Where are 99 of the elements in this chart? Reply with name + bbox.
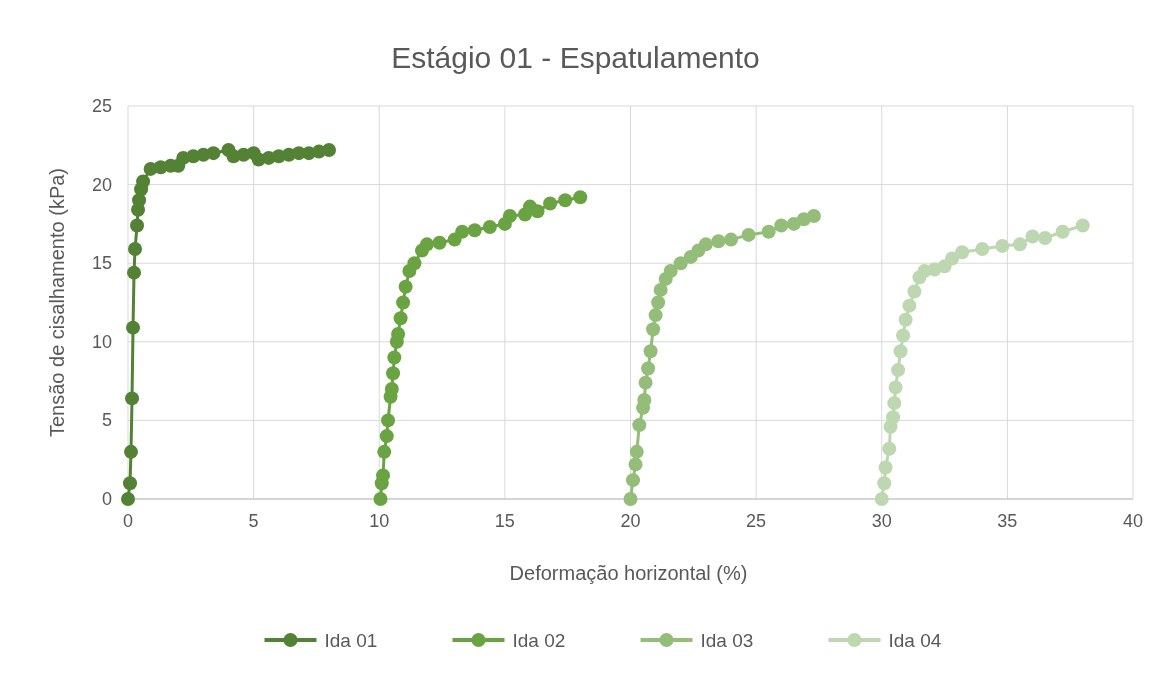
point: [646, 322, 661, 337]
point: [887, 396, 902, 411]
point: [774, 218, 789, 233]
point: [543, 196, 558, 211]
point: [128, 242, 143, 257]
point: [373, 492, 388, 506]
y-tick-label: 10: [91, 331, 112, 352]
point: [1025, 229, 1040, 244]
point: [419, 237, 434, 252]
x-tick-label: 40: [1122, 511, 1144, 531]
point: [558, 193, 573, 208]
point: [724, 232, 738, 247]
y-tick-label: 15: [91, 253, 112, 274]
x-tick-label: 25: [746, 511, 767, 531]
point: [396, 295, 411, 310]
point: [391, 326, 406, 341]
point: [573, 190, 588, 205]
point: [995, 238, 1010, 253]
legend-label: Ida 01: [324, 630, 378, 651]
x-tick-label: 5: [248, 511, 259, 531]
point: [643, 344, 658, 359]
x-tick-label: 0: [122, 511, 134, 531]
y-axis-title: Tensão de cisalhamento (kPa): [46, 167, 68, 438]
point: [711, 234, 726, 249]
y-tick-label: 5: [101, 410, 112, 431]
x-tick-label: 10: [369, 511, 390, 531]
point: [907, 284, 922, 299]
point: [125, 391, 140, 406]
y-tick-label: 0: [101, 489, 112, 509]
point: [653, 282, 668, 297]
point: [629, 444, 644, 459]
point: [741, 227, 756, 242]
point: [386, 366, 401, 381]
y-tick-label: 20: [91, 174, 112, 195]
point: [206, 146, 221, 161]
point: [130, 218, 145, 233]
point: [877, 476, 892, 491]
point: [381, 413, 396, 428]
point: [127, 265, 142, 280]
point: [467, 223, 482, 238]
x-tick-label: 35: [997, 511, 1018, 531]
point: [121, 492, 135, 506]
point: [638, 375, 653, 390]
point: [126, 320, 141, 335]
x-tick-label: 20: [620, 511, 641, 531]
point: [379, 429, 394, 444]
chart-title: Estágio 01 - Espatulamento: [391, 41, 760, 74]
point: [1012, 237, 1027, 252]
y-tick-label: 25: [91, 96, 112, 116]
point: [322, 143, 336, 158]
point: [886, 410, 901, 425]
point: [628, 457, 643, 472]
legend-label: Ida 02: [512, 630, 566, 651]
point: [124, 444, 139, 459]
point: [387, 350, 402, 365]
point: [432, 235, 447, 250]
point: [482, 220, 497, 235]
point: [623, 492, 638, 506]
point: [673, 256, 688, 271]
point: [384, 381, 399, 396]
point: [455, 224, 470, 239]
point: [648, 308, 663, 323]
x-axis-title: Deformação horizontal (%): [509, 562, 748, 584]
point: [641, 361, 656, 376]
point: [393, 311, 408, 326]
point: [882, 441, 897, 456]
point: [891, 363, 906, 378]
point: [1055, 224, 1070, 239]
point: [945, 251, 960, 266]
x-tick-label: 15: [494, 511, 515, 531]
point: [975, 242, 990, 257]
point: [874, 492, 889, 506]
point: [955, 245, 970, 260]
point: [902, 298, 917, 313]
point: [878, 460, 893, 475]
legend-label: Ida 04: [888, 630, 942, 651]
point: [377, 444, 392, 459]
point: [806, 209, 821, 224]
point: [1075, 218, 1090, 233]
point: [632, 418, 647, 433]
point: [651, 295, 666, 310]
x-tick-label: 30: [871, 511, 892, 531]
point: [530, 204, 545, 219]
point: [888, 380, 903, 395]
point: [1038, 231, 1053, 246]
point: [893, 344, 908, 359]
point: [136, 174, 151, 189]
point: [407, 256, 422, 271]
point: [663, 264, 678, 279]
legend-label: Ida 03: [700, 630, 754, 651]
point: [502, 209, 517, 224]
point: [637, 392, 652, 407]
point: [698, 237, 713, 252]
point: [761, 224, 776, 239]
point: [898, 312, 913, 327]
point: [123, 476, 138, 491]
point: [896, 328, 911, 343]
point: [398, 279, 413, 294]
point: [626, 473, 641, 488]
